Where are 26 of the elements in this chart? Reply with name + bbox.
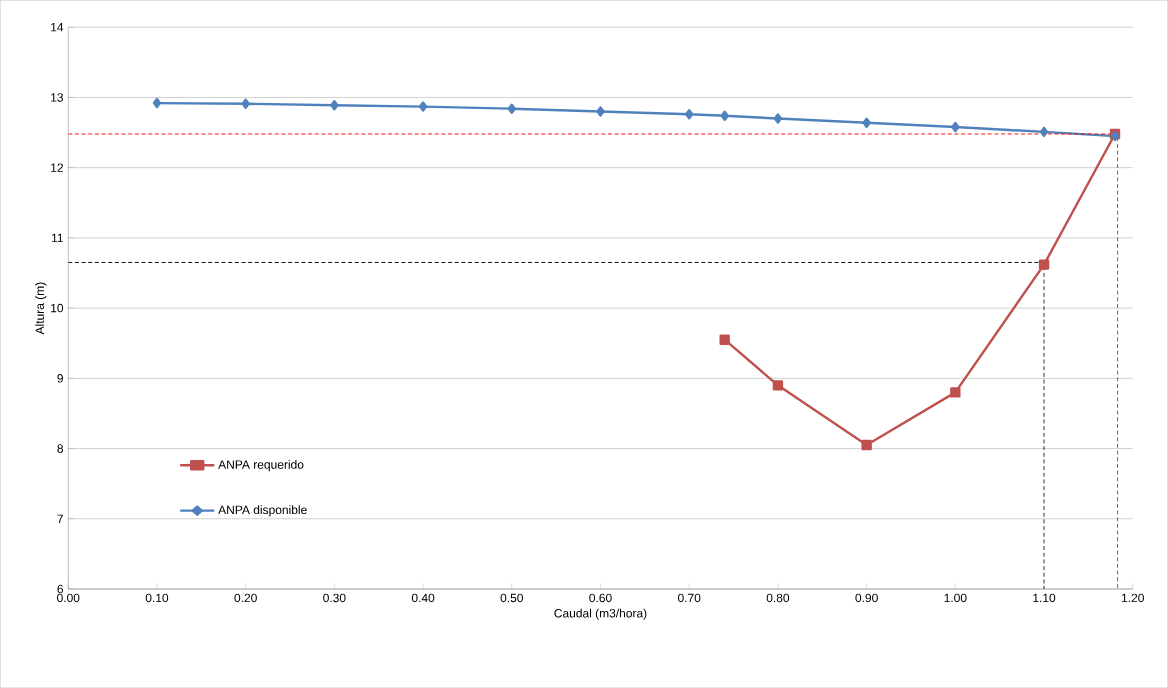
x-tick-label: 1.10 [1033, 593, 1056, 603]
x-tick-label: 0.10 [145, 593, 169, 603]
y-tick-label: 11 [52, 233, 63, 242]
x-tick-label: 0.90 [855, 593, 878, 603]
x-tick-label: 0.50 [500, 593, 523, 603]
y-tick-label: 7 [57, 514, 63, 523]
y-tick-label: 8 [57, 444, 64, 453]
x-tick-label: 0.20 [234, 593, 257, 603]
x-tick-label: 0.30 [323, 593, 346, 603]
x-tick-label: 0.80 [766, 593, 790, 603]
x-tick-label: 1.00 [944, 593, 967, 603]
x-tick-label: 0.70 [677, 593, 701, 603]
x-tick-label: 0.40 [411, 593, 435, 603]
x-axis-title: Caudal (m3/hora) [554, 608, 647, 620]
x-tick-label: 1.20 [1122, 593, 1144, 603]
x-tick-label: 0.00 [57, 593, 80, 603]
y-tick-label: 10 [51, 303, 64, 313]
y-tick-label: 13 [51, 93, 64, 102]
y-tick-label: 9 [57, 373, 63, 383]
y-axis-title: Altura (m) [35, 282, 47, 335]
legend-label: ANPA disponible [218, 505, 307, 517]
x-tick-label: 0.60 [589, 593, 612, 603]
y-tick-label: 14 [51, 23, 64, 32]
y-tick-label: 6 [57, 584, 64, 594]
legend-label: ANPA requerido [218, 459, 304, 472]
y-tick-label: 12 [51, 163, 63, 172]
